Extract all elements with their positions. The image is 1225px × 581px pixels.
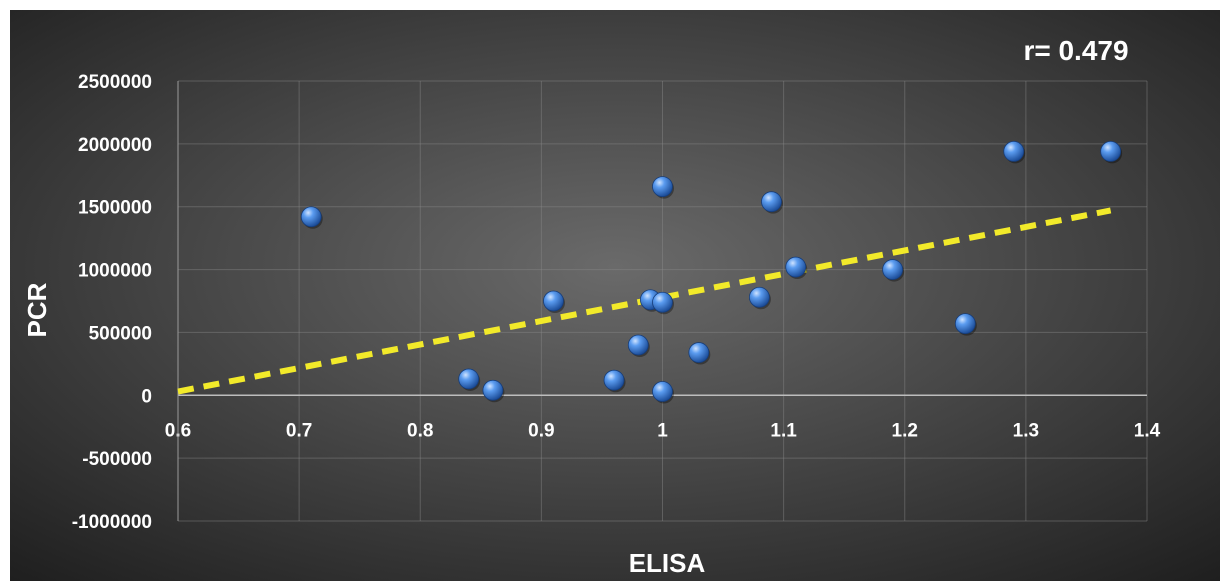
data-point [749, 286, 770, 308]
x-tick-label: 1.4 [1134, 420, 1161, 441]
y-tick-label: -1000000 [72, 512, 152, 533]
chart-background [10, 10, 1220, 581]
data-point [1003, 140, 1025, 162]
data-point [785, 256, 807, 278]
data-point [482, 379, 504, 401]
data-point [882, 259, 904, 280]
data-point [300, 206, 322, 228]
data-point [688, 342, 710, 363]
data-point [627, 334, 649, 356]
x-tick-label: 0.8 [407, 420, 433, 441]
y-tick-label: 2000000 [78, 135, 152, 156]
chart-panel: 0.6 0.7 0.8 0.9 1 1.1 1.2 1.3 1.4 -1000000 -500000… [10, 10, 1220, 581]
data-point [954, 313, 976, 335]
correlation-annotation: r= 0.479 [1023, 35, 1128, 66]
x-tick-label: 0.7 [286, 420, 312, 441]
scatter-chart: 0.6 0.7 0.8 0.9 1 1.1 1.2 1.3 1.4-1000000-500000… [10, 10, 1220, 581]
x-tick-label: 1 [657, 420, 668, 441]
x-axis-title: ELISA [629, 548, 706, 578]
y-tick-label: 0 [141, 386, 152, 407]
data-point [761, 191, 782, 213]
y-tick-label: 1000000 [78, 261, 152, 282]
labels: r= 0.479 ELISA PCR [22, 35, 1129, 578]
data-point [652, 291, 673, 313]
data-point [652, 176, 673, 198]
data-point [458, 368, 480, 390]
data-point [543, 290, 564, 312]
y-tick-label: 1500000 [78, 198, 152, 219]
x-tick-label: 0.9 [528, 420, 554, 441]
y-tick-label: 500000 [89, 323, 152, 344]
x-tick-label: 1.1 [770, 420, 797, 441]
y-tick-label: -500000 [82, 449, 152, 470]
data-point [603, 369, 625, 391]
y-tick-label: 2500000 [78, 72, 152, 93]
x-tick-label: 1.3 [1013, 420, 1039, 441]
data-points [300, 140, 1123, 404]
y-axis-title: PCR [22, 282, 52, 337]
x-tick-label: 1.2 [892, 420, 918, 441]
data-point [652, 381, 673, 402]
axes: 0.6 0.7 0.8 0.9 1 1.1 1.2 1.3 1.4-1000000-500000… [72, 72, 1161, 533]
data-point [1100, 140, 1122, 162]
